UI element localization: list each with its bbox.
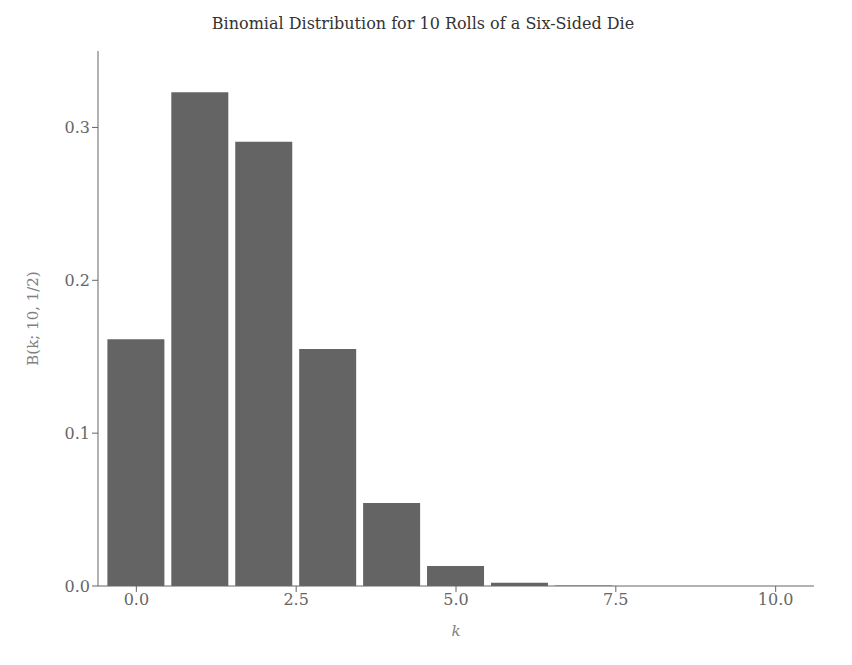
html-text:Binomial Distribution for 10 R: Binomial Distribution for 10 Rolls of a … <box>211 14 635 33</box>
svg-text:0.3: 0.3 <box>65 118 90 137</box>
svg-text:0.0: 0.0 <box>65 577 90 596</box>
svg-text:5.0: 5.0 <box>443 590 468 609</box>
svg-text:0.2: 0.2 <box>65 271 90 290</box>
svg-text:10.0: 10.0 <box>758 590 794 609</box>
svg-text:B(k; 10, 1/2): B(k; 10, 1/2) <box>24 271 42 365</box>
svg-text:0.1: 0.1 <box>65 424 90 443</box>
svg-text:0.0: 0.0 <box>124 590 149 609</box>
svg-text:k: k <box>451 622 460 640</box>
svg-text:7.5: 7.5 <box>603 590 628 609</box>
svg-text:2.5: 2.5 <box>283 590 308 609</box>
